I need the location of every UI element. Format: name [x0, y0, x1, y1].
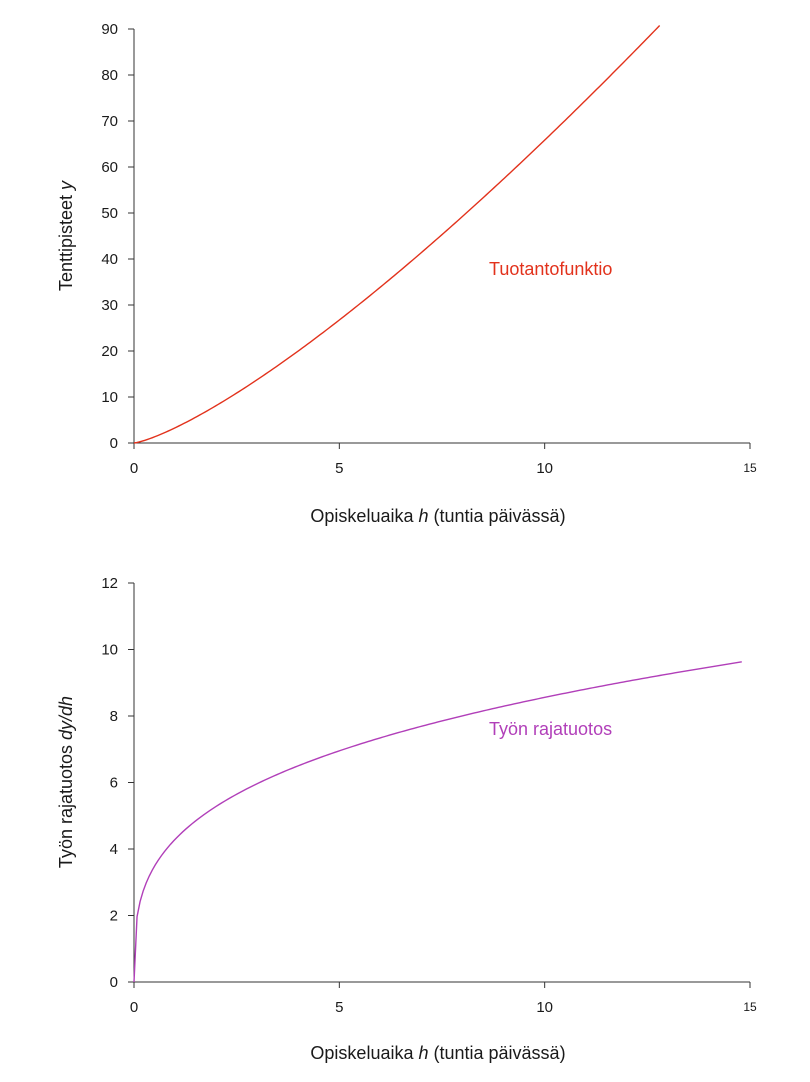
x-tick-label: 0 [130, 999, 138, 1016]
x-axis-ticks: 0 5 10 15 [130, 982, 757, 1016]
x-axis-title-variable: h [418, 1043, 428, 1063]
x-axis-title-prefix: Opiskeluaika [310, 1043, 418, 1063]
y-tick-label: 10 [101, 389, 118, 406]
marginal-product-curve [133, 661, 742, 983]
y-axis-title-prefix: Tenttipisteet [56, 190, 76, 291]
marginal-product-label: Työn rajatuotos [489, 719, 612, 739]
x-tick-label: 5 [335, 999, 343, 1016]
y-tick-label: 12 [101, 575, 118, 592]
y-tick-label: 90 [101, 21, 118, 38]
y-tick-label: 4 [110, 841, 118, 858]
x-tick-label: 5 [335, 460, 343, 477]
y-tick-label: 0 [110, 435, 118, 452]
y-tick-label: 40 [101, 251, 118, 268]
x-tick-label: 10 [536, 999, 553, 1016]
y-axis-title-prefix: Työn rajatuotos [56, 740, 76, 868]
y-tick-label: 6 [110, 775, 118, 792]
x-axis-title-suffix: (tuntia päivässä) [429, 1043, 566, 1063]
x-tick-label: 0 [130, 460, 138, 477]
y-axis-title-variable: y [56, 180, 76, 192]
x-axis-title: Opiskeluaika h (tuntia päivässä) [310, 506, 565, 526]
y-tick-label: 60 [101, 159, 118, 176]
y-tick-label: 0 [110, 974, 118, 991]
production-function-chart: 0 10 20 30 40 50 60 70 80 90 0 5 10 15 Tuotantofunkt… [56, 21, 757, 526]
y-axis-ticks: 0 10 20 30 40 50 60 70 80 90 [101, 21, 134, 452]
y-axis-title: Tenttipisteet y [56, 180, 76, 291]
y-axis-title-variable: dy/dh [56, 696, 76, 740]
y-tick-label: 30 [101, 297, 118, 314]
x-tick-label: 10 [536, 460, 553, 477]
y-axis-title: Työn rajatuotos dy/dh [56, 696, 76, 868]
y-tick-label: 2 [110, 908, 118, 925]
x-tick-label: 15 [743, 1000, 757, 1014]
y-tick-label: 50 [101, 205, 118, 222]
x-axis-title-suffix: (tuntia päivässä) [429, 506, 566, 526]
x-axis-ticks: 0 5 10 15 [130, 443, 757, 477]
marginal-product-chart: 0 2 4 6 8 10 12 0 5 10 15 Työn rajatuotos Opiskel… [56, 575, 757, 1063]
x-axis-title: Opiskeluaika h (tuntia päivässä) [310, 1043, 565, 1063]
x-axis-title-prefix: Opiskeluaika [310, 506, 418, 526]
production-function-label: Tuotantofunktio [489, 259, 612, 279]
y-tick-label: 10 [101, 642, 118, 659]
x-axis-title-variable: h [418, 506, 428, 526]
y-tick-label: 20 [101, 343, 118, 360]
y-tick-label: 70 [101, 113, 118, 130]
production-function-curve [133, 25, 661, 444]
y-tick-label: 8 [110, 708, 118, 725]
x-tick-label: 15 [743, 461, 757, 475]
y-tick-label: 80 [101, 67, 118, 84]
y-axis-ticks: 0 2 4 6 8 10 12 [101, 575, 134, 991]
